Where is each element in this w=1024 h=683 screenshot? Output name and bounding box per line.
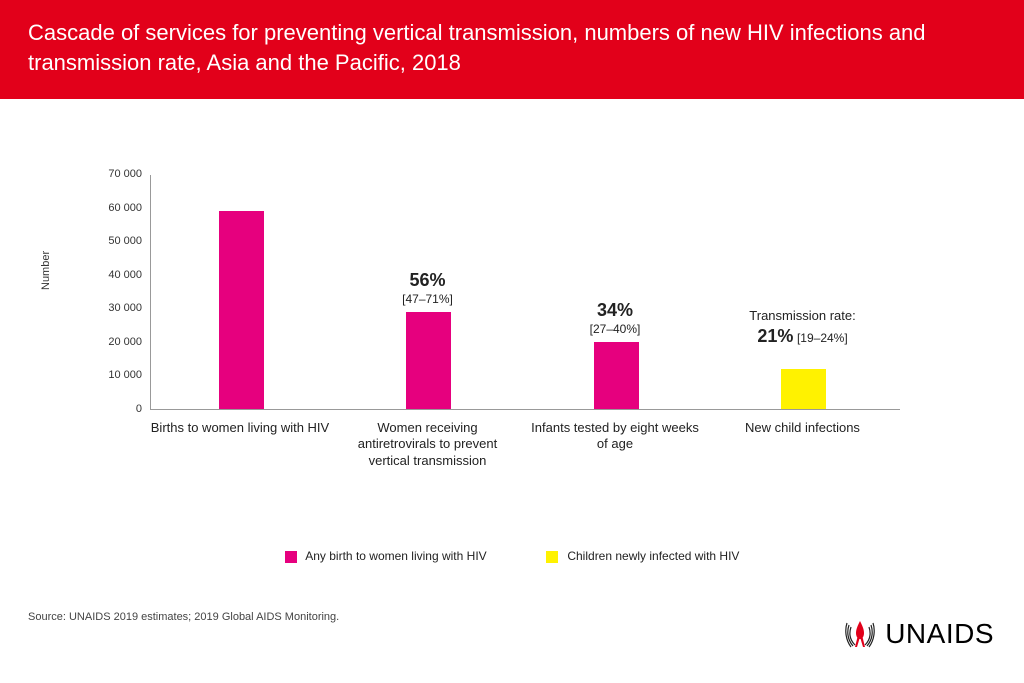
- source-text: UNAIDS 2019 estimates; 2019 Global AIDS …: [69, 611, 339, 623]
- legend-label-1: Any birth to women living with HIV: [305, 549, 486, 563]
- bar-annotation: 56%[47–71%]: [348, 269, 508, 308]
- legend-swatch-1: [285, 551, 297, 563]
- legend-swatch-2: [546, 551, 558, 563]
- unaids-logo: UNAIDS: [841, 615, 994, 653]
- bar-label: New child infections: [713, 420, 893, 436]
- y-tick-label: 70 000: [82, 168, 142, 180]
- bar: [406, 312, 451, 409]
- source-prefix: Source:: [28, 611, 69, 623]
- y-tick-label: 20 000: [82, 336, 142, 348]
- y-tick-label: 10 000: [82, 369, 142, 381]
- legend: Any birth to women living with HIV Child…: [0, 549, 1024, 563]
- source-line: Source: UNAIDS 2019 estimates; 2019 Glob…: [28, 611, 339, 623]
- header-title: Cascade of services for preventing verti…: [28, 20, 926, 75]
- legend-item-2: Children newly infected with HIV: [546, 549, 739, 563]
- y-tick-label: 40 000: [82, 269, 142, 281]
- logo-text: UNAIDS: [885, 618, 994, 650]
- legend-item-1: Any birth to women living with HIV: [285, 549, 487, 563]
- y-tick-label: 50 000: [82, 235, 142, 247]
- logo-emblem-icon: [841, 615, 879, 653]
- y-axis-label: Number: [40, 251, 52, 290]
- y-tick-label: 30 000: [82, 302, 142, 314]
- bar-label: Women receiving antiretrovirals to preve…: [338, 420, 518, 469]
- legend-label-2: Children newly infected with HIV: [567, 549, 739, 563]
- bar-label: Births to women living with HIV: [150, 420, 330, 436]
- header-banner: Cascade of services for preventing verti…: [0, 0, 1024, 99]
- bar: [594, 342, 639, 409]
- bar-annotation: Transmission rate:21% [19–24%]: [723, 308, 883, 348]
- bar-annotation: 34%[27–40%]: [535, 299, 695, 338]
- y-tick-label: 60 000: [82, 202, 142, 214]
- bar-label: Infants tested by eight weeks of age: [525, 420, 705, 453]
- bar: [219, 211, 264, 409]
- y-tick-label: 0: [82, 403, 142, 415]
- bar: [781, 369, 826, 409]
- chart-plot-area: [150, 175, 900, 410]
